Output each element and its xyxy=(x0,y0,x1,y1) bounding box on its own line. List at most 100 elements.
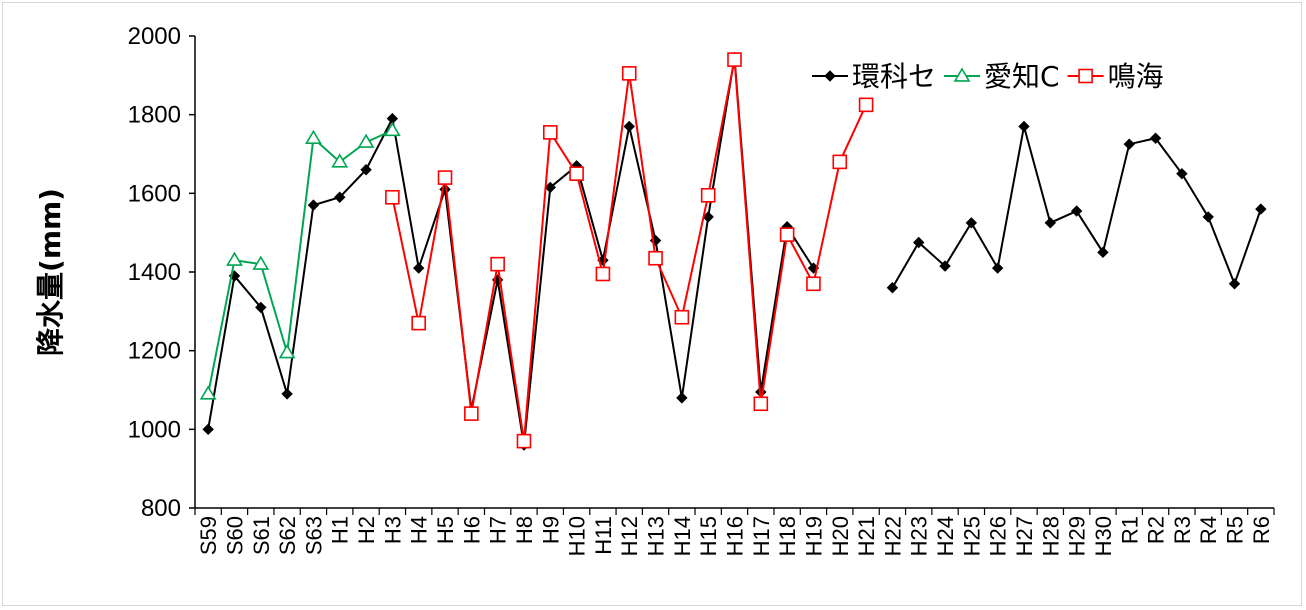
legend: 環科セ 愛知C 鳴海 xyxy=(812,60,1164,93)
data-point xyxy=(464,406,479,421)
x-tick-label: H19 xyxy=(801,516,826,556)
legend-item-0: 環科セ xyxy=(812,60,936,93)
data-point xyxy=(753,396,769,412)
x-tick-label: H29 xyxy=(1065,516,1090,556)
data-point xyxy=(1070,205,1083,217)
data-point xyxy=(202,423,214,436)
data-point xyxy=(858,97,874,113)
data-point xyxy=(516,433,532,449)
x-tick-label: H12 xyxy=(617,516,642,556)
y-tick-label: 800 xyxy=(141,495,181,522)
x-tick-label: H27 xyxy=(1012,516,1037,556)
data-point xyxy=(886,282,899,294)
legend-item-1: 愛知C xyxy=(944,60,1060,93)
x-tick-label: H22 xyxy=(880,516,905,556)
data-point xyxy=(542,125,558,140)
x-tick-label: H4 xyxy=(407,516,432,544)
series-layer xyxy=(199,51,1267,451)
data-point xyxy=(1123,138,1135,150)
data-point xyxy=(490,256,505,272)
series-2 xyxy=(385,52,874,449)
y-tick-label: 2000 xyxy=(128,23,181,50)
legend-label: 環科セ xyxy=(852,60,936,93)
y-tick-label: 1200 xyxy=(128,338,181,365)
data-point xyxy=(965,217,978,229)
data-point xyxy=(360,164,372,176)
data-point xyxy=(1202,211,1214,223)
data-point xyxy=(307,199,320,211)
x-tick-label: H23 xyxy=(907,516,932,556)
y-tick-label: 1600 xyxy=(128,180,181,207)
data-point xyxy=(305,129,322,144)
x-tick-label: R5 xyxy=(1223,516,1248,544)
x-tick-label: H21 xyxy=(854,516,879,556)
x-tick-label: R3 xyxy=(1170,516,1195,544)
data-point xyxy=(1149,132,1162,144)
x-tick-label: H1 xyxy=(328,516,353,544)
data-point xyxy=(255,301,267,314)
axes xyxy=(194,36,1274,509)
x-tick-label: H5 xyxy=(433,516,458,544)
data-point xyxy=(281,388,293,400)
x-tick-label: H17 xyxy=(749,516,774,556)
data-point xyxy=(1097,246,1109,259)
x-tick-label: H26 xyxy=(986,516,1011,556)
x-tick-label: S63 xyxy=(301,516,326,555)
x-tick-label: H3 xyxy=(380,516,405,544)
data-point xyxy=(1176,167,1188,180)
data-point xyxy=(331,153,349,168)
y-axis-title: 降水量(mm) xyxy=(34,188,67,356)
x-tick-label: H9 xyxy=(538,516,563,544)
data-point xyxy=(913,236,925,249)
data-point xyxy=(806,276,821,292)
legend-label: 愛知C xyxy=(984,60,1060,93)
data-point xyxy=(676,392,688,404)
data-point xyxy=(278,344,296,359)
x-tick-label: S62 xyxy=(275,516,300,555)
x-tick-label: H28 xyxy=(1038,516,1063,556)
y-tick-label: 1000 xyxy=(128,416,181,443)
x-tick-label: R4 xyxy=(1196,516,1221,544)
x-tick-label: S61 xyxy=(249,516,274,555)
data-point xyxy=(595,266,611,282)
data-point xyxy=(991,262,1004,274)
x-tick-label: H24 xyxy=(933,516,958,556)
data-point xyxy=(199,385,217,400)
data-point xyxy=(623,120,635,133)
x-tick-label: R6 xyxy=(1249,516,1274,544)
x-tick-label: H18 xyxy=(775,516,800,556)
x-tick-label: H13 xyxy=(644,516,669,556)
x-tick-label: H20 xyxy=(828,516,853,556)
data-point xyxy=(700,188,716,203)
x-tick-label: H7 xyxy=(486,516,511,544)
data-point xyxy=(1018,120,1030,133)
x-tick-label: S60 xyxy=(222,516,247,555)
x-ticks: S59 S60 S61 S62 S63 H1 H2 H3 H4 H5 H6 H7 H8 H9 H10 H11 H… xyxy=(194,508,1275,556)
data-point xyxy=(621,66,637,81)
x-tick-label: H11 xyxy=(591,516,616,555)
x-tick-label: H2 xyxy=(354,516,379,544)
data-point xyxy=(1255,203,1267,215)
x-tick-label: H14 xyxy=(670,516,695,556)
legend-label: 鳴海 xyxy=(1108,60,1164,93)
data-point xyxy=(226,251,243,266)
x-tick-label: H8 xyxy=(512,516,537,544)
data-point xyxy=(779,227,795,242)
legend-marker xyxy=(953,67,971,82)
x-tick-label: H16 xyxy=(723,516,748,556)
series-line xyxy=(391,59,867,442)
y-tick-label: 1800 xyxy=(128,102,181,129)
x-tick-label: H25 xyxy=(959,516,984,556)
data-point xyxy=(357,133,375,148)
series-1 xyxy=(199,121,401,400)
x-tick-label: R2 xyxy=(1144,516,1169,544)
x-tick-label: H30 xyxy=(1091,516,1116,556)
data-point xyxy=(385,189,400,205)
data-point xyxy=(1228,278,1241,290)
data-point xyxy=(334,191,346,203)
data-point xyxy=(383,121,401,137)
legend-marker xyxy=(824,70,836,82)
x-tick-label: H10 xyxy=(565,516,590,556)
